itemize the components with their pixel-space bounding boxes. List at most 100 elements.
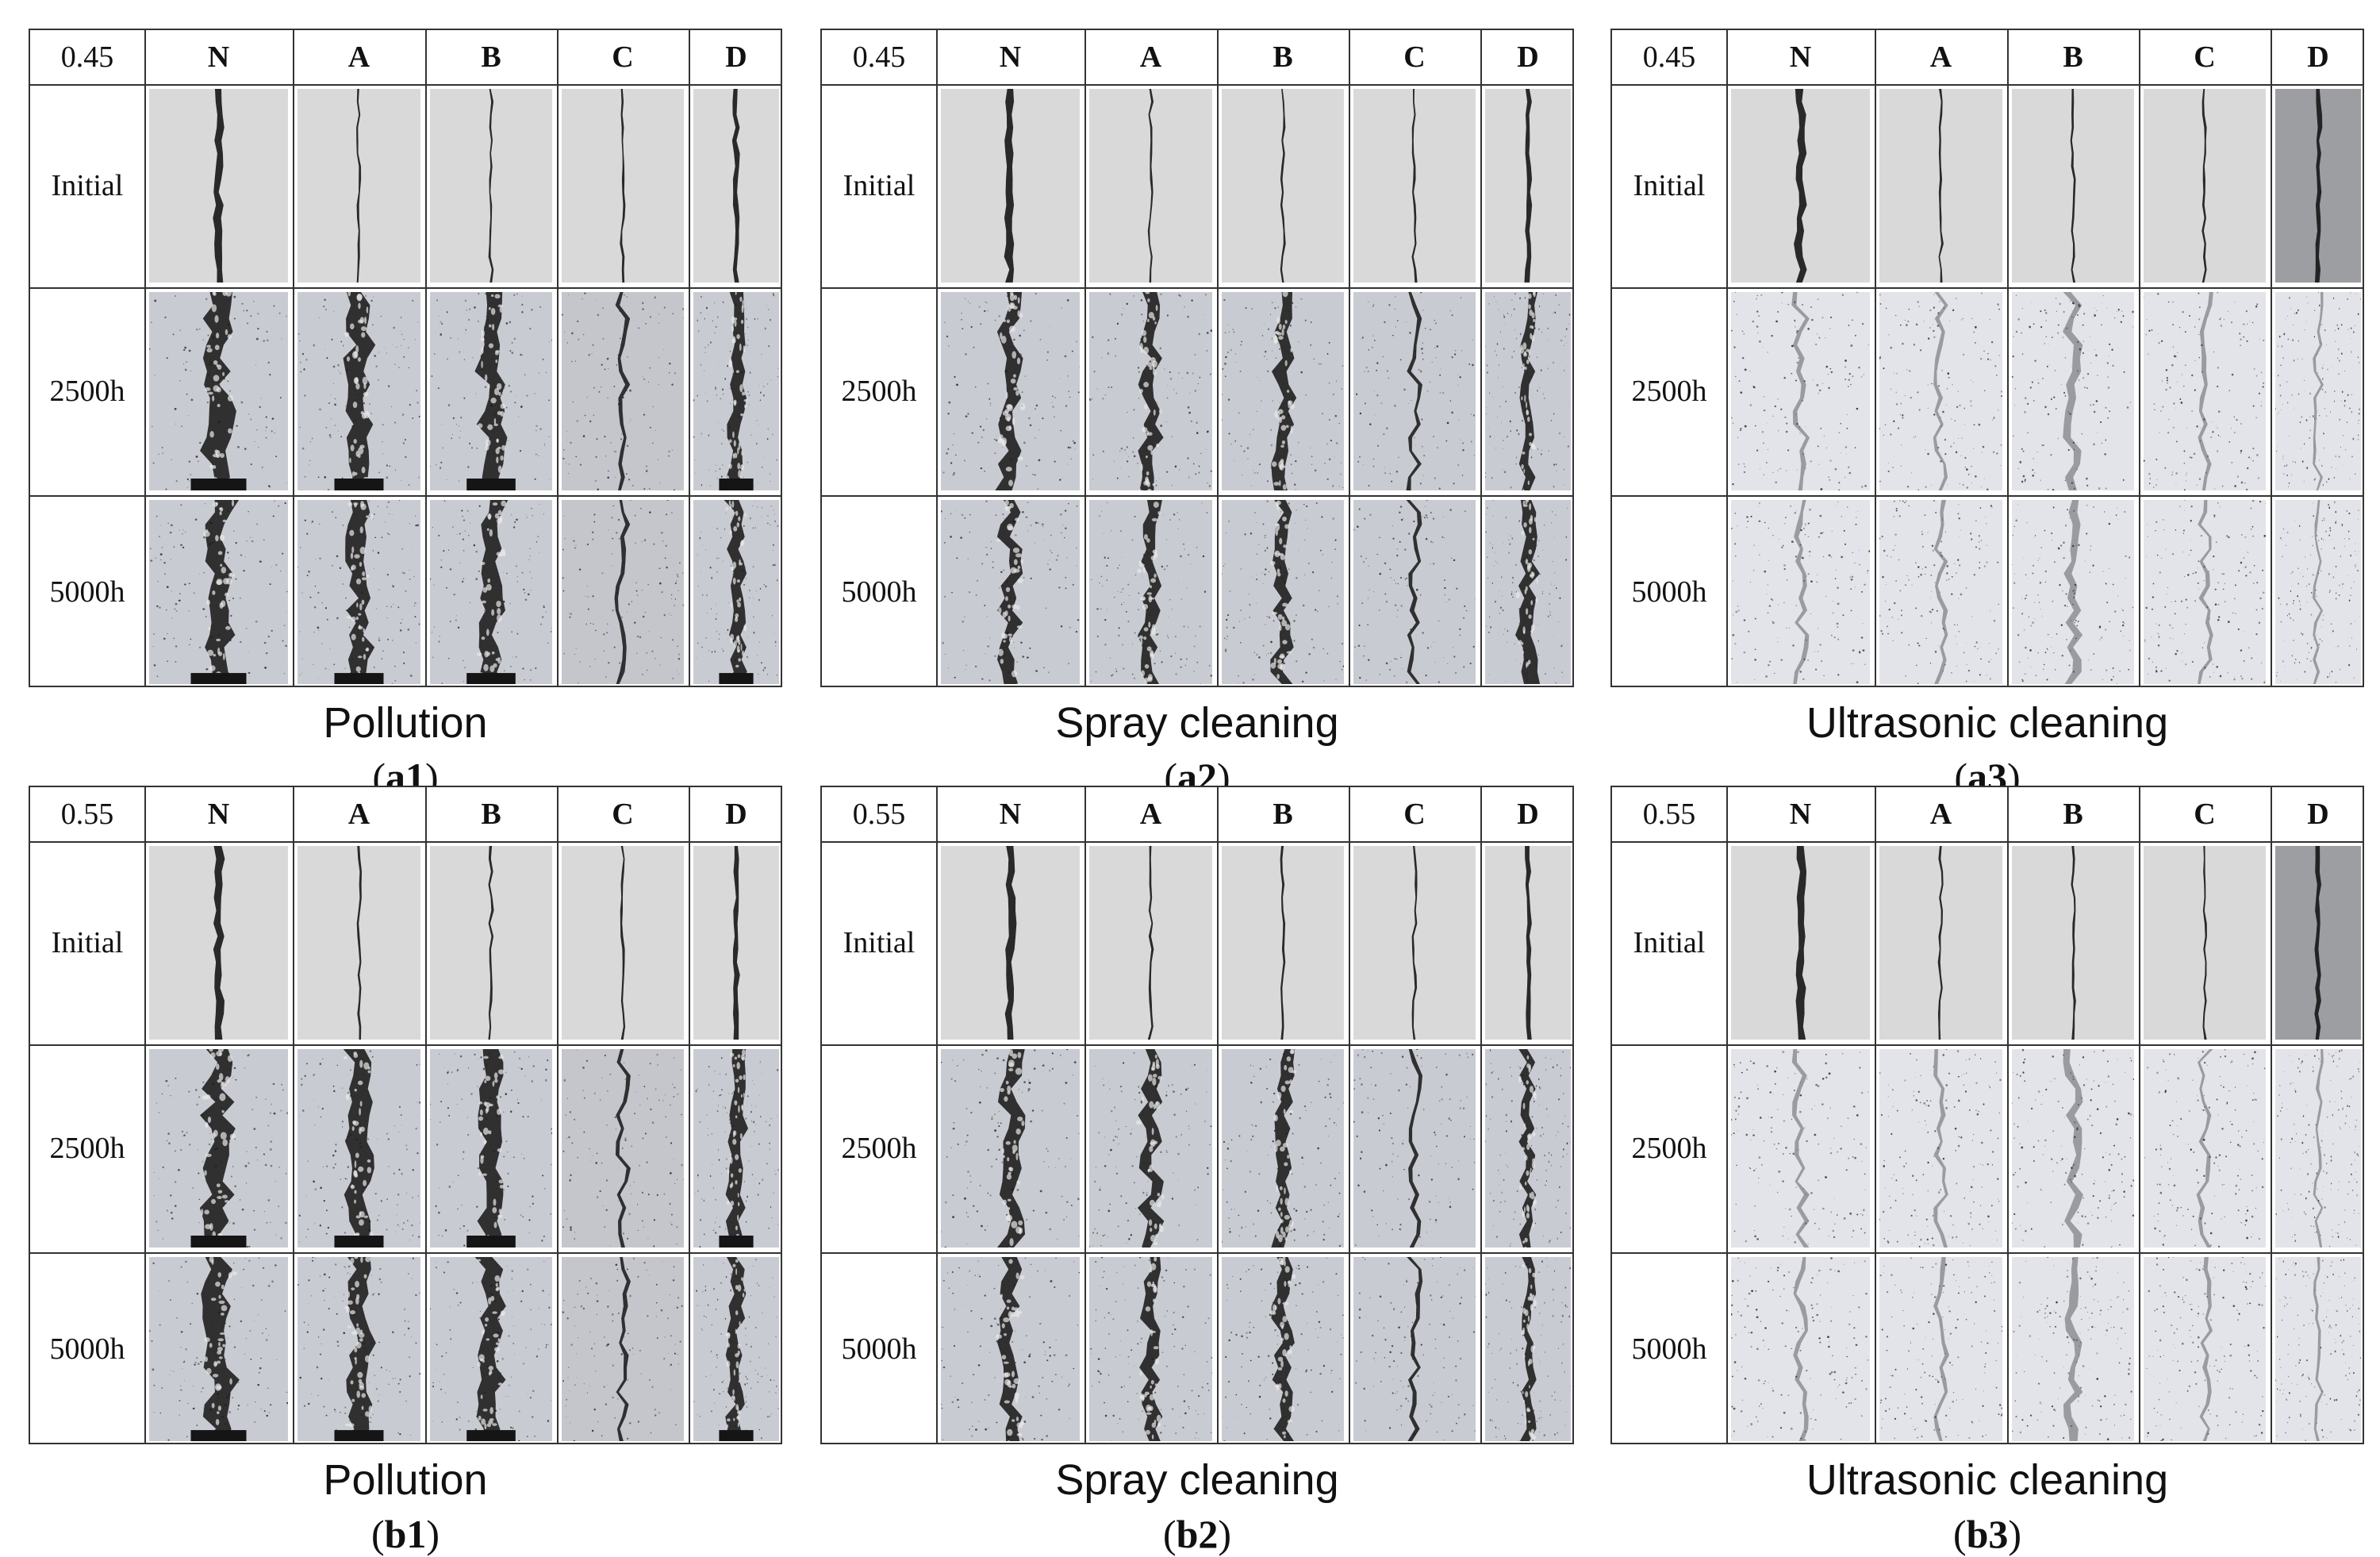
sample-photo: [941, 292, 1080, 490]
grid-col-line: [689, 787, 690, 1443]
panel-caption: Ultrasonic cleaning: [1610, 698, 2364, 748]
sample-photo: [1222, 1049, 1344, 1248]
grid-col-line: [1349, 30, 1350, 686]
grid-col-line: [936, 787, 938, 1443]
column-header-n: N: [144, 30, 293, 84]
sample-photo: [1731, 1257, 1870, 1441]
sample-photo: [1353, 500, 1476, 684]
column-header-b: B: [425, 30, 557, 84]
sample-photo: [1089, 1257, 1212, 1441]
sample-photo: [562, 1049, 684, 1248]
sample-photo: [1353, 89, 1476, 283]
sample-photo: [2275, 846, 2361, 1040]
column-header-d: D: [689, 30, 784, 84]
sample-photo: [1089, 500, 1212, 684]
sample-photo: [1089, 89, 1212, 283]
sample-photo: [1731, 292, 1870, 490]
sample-photo: [2012, 89, 2134, 283]
sample-photo: [941, 500, 1080, 684]
grid-col-line: [2007, 30, 2009, 686]
row-label-initial: Initial: [30, 841, 144, 1044]
grid-col-line: [1875, 30, 1876, 686]
sample-photo: [430, 292, 552, 490]
panel-label: (b3): [1610, 1511, 2364, 1557]
column-header-d: D: [1480, 787, 1576, 841]
sample-photo: [2012, 292, 2134, 490]
sample-photo: [1485, 846, 1571, 1040]
sample-photo: [1485, 292, 1571, 490]
grid-col-line: [557, 787, 559, 1443]
label-open-paren: (: [371, 1512, 385, 1556]
grid-col-line: [2271, 30, 2272, 686]
row-label-5000h: 5000h: [1612, 495, 1726, 689]
row-label-5000h: 5000h: [30, 495, 144, 689]
column-header-b: B: [2007, 787, 2139, 841]
sample-photo: [562, 89, 684, 283]
sample-photo: [693, 1049, 779, 1248]
sample-photo: [2275, 89, 2361, 283]
panel-caption: Ultrasonic cleaning: [1610, 1455, 2364, 1505]
grid-col-line: [1349, 787, 1350, 1443]
sample-photo: [1353, 846, 1476, 1040]
grid-col-line: [1217, 30, 1219, 686]
column-header-a: A: [1875, 787, 2007, 841]
ratio-label: 0.45: [30, 30, 144, 84]
row-label-2500h: 2500h: [1612, 1044, 1726, 1252]
sample-photo: [149, 89, 288, 283]
row-label-initial: Initial: [822, 841, 936, 1044]
column-header-c: C: [2139, 787, 2271, 841]
sample-photo: [562, 500, 684, 684]
sample-photo: [693, 89, 779, 283]
sample-photo: [1485, 1257, 1571, 1441]
column-header-n: N: [144, 787, 293, 841]
column-header-n: N: [1726, 30, 1875, 84]
sample-photo: [1353, 1049, 1476, 1248]
ratio-label: 0.45: [1612, 30, 1726, 84]
row-label-initial: Initial: [1612, 841, 1726, 1044]
panel-caption: Spray cleaning: [820, 1455, 1574, 1505]
grid-col-line: [1217, 787, 1219, 1443]
column-header-a: A: [1875, 30, 2007, 84]
panel-caption: Spray cleaning: [820, 698, 1574, 748]
label-close-paren: ): [426, 1512, 440, 1556]
sample-photo: [693, 846, 779, 1040]
row-label-5000h: 5000h: [30, 1252, 144, 1446]
sample-photo: [1879, 1257, 2002, 1441]
grid-col-line: [1480, 787, 1482, 1443]
row-label-initial: Initial: [1612, 84, 1726, 287]
column-header-a: A: [1084, 787, 1217, 841]
sample-photo: [1731, 500, 1870, 684]
column-header-d: D: [2271, 30, 2366, 84]
row-label-5000h: 5000h: [822, 1252, 936, 1446]
column-header-c: C: [2139, 30, 2271, 84]
sample-photo: [2144, 500, 2266, 684]
column-header-c: C: [557, 787, 689, 841]
grid-col-line: [425, 787, 427, 1443]
sample-photo: [2144, 292, 2266, 490]
sample-photo: [562, 292, 684, 490]
ratio-label: 0.45: [822, 30, 936, 84]
grid-col-line: [1726, 787, 1728, 1443]
sample-photo: [562, 846, 684, 1040]
sample-photo: [941, 1049, 1080, 1248]
grid-col-line: [1875, 787, 1876, 1443]
row-label-2500h: 2500h: [822, 287, 936, 495]
grid-col-line: [2139, 787, 2140, 1443]
label-id: b3: [1967, 1512, 2009, 1556]
sample-photo: [298, 89, 420, 283]
sample-photo: [1222, 292, 1344, 490]
column-header-c: C: [557, 30, 689, 84]
column-header-b: B: [1217, 30, 1349, 84]
sample-photo: [1879, 1049, 2002, 1248]
sample-photo: [149, 500, 288, 684]
sample-photo: [1731, 89, 1870, 283]
sample-photo: [1879, 846, 2002, 1040]
sample-photo: [149, 1257, 288, 1441]
row-label-initial: Initial: [822, 84, 936, 287]
grid-col-line: [2007, 787, 2009, 1443]
sample-photo: [562, 1257, 684, 1441]
sample-photo: [430, 500, 552, 684]
sample-photo: [2012, 1257, 2134, 1441]
